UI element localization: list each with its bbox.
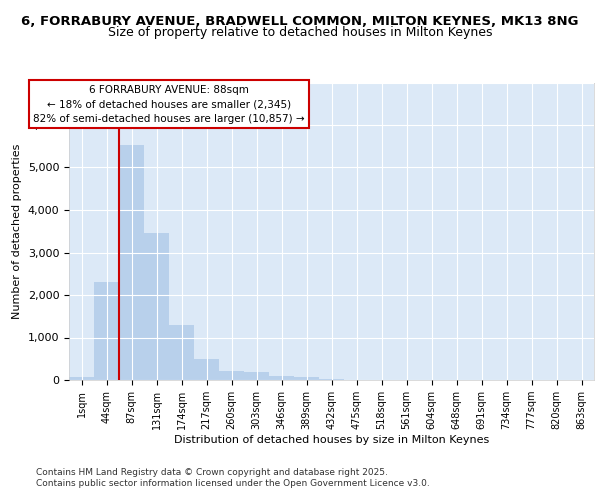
Bar bbox=[169, 325, 194, 380]
Bar bbox=[194, 359, 219, 380]
Bar bbox=[119, 145, 144, 380]
Text: 6, FORRABURY AVENUE, BRADWELL COMMON, MILTON KEYNES, MK13 8NG: 6, FORRABURY AVENUE, BRADWELL COMMON, MI… bbox=[21, 15, 579, 28]
Bar bbox=[94, 282, 119, 380]
Bar bbox=[319, 378, 344, 380]
Bar bbox=[94, 282, 119, 380]
Bar bbox=[69, 377, 94, 380]
Bar bbox=[219, 370, 244, 380]
Bar bbox=[294, 378, 319, 380]
Bar bbox=[244, 372, 269, 380]
Bar bbox=[319, 378, 344, 380]
Bar bbox=[269, 376, 294, 380]
Bar bbox=[144, 233, 169, 380]
Bar bbox=[194, 359, 219, 380]
Bar bbox=[69, 377, 94, 380]
Bar bbox=[219, 370, 244, 380]
Bar bbox=[244, 372, 269, 380]
Text: 6 FORRABURY AVENUE: 88sqm
← 18% of detached houses are smaller (2,345)
82% of se: 6 FORRABURY AVENUE: 88sqm ← 18% of detac… bbox=[33, 84, 305, 124]
Bar bbox=[169, 325, 194, 380]
Bar bbox=[119, 145, 144, 380]
Bar bbox=[269, 376, 294, 380]
X-axis label: Distribution of detached houses by size in Milton Keynes: Distribution of detached houses by size … bbox=[174, 435, 489, 445]
Y-axis label: Number of detached properties: Number of detached properties bbox=[12, 144, 22, 319]
Bar bbox=[144, 233, 169, 380]
Bar bbox=[294, 378, 319, 380]
Text: Contains HM Land Registry data © Crown copyright and database right 2025.
Contai: Contains HM Land Registry data © Crown c… bbox=[36, 468, 430, 487]
Text: Size of property relative to detached houses in Milton Keynes: Size of property relative to detached ho… bbox=[108, 26, 492, 39]
